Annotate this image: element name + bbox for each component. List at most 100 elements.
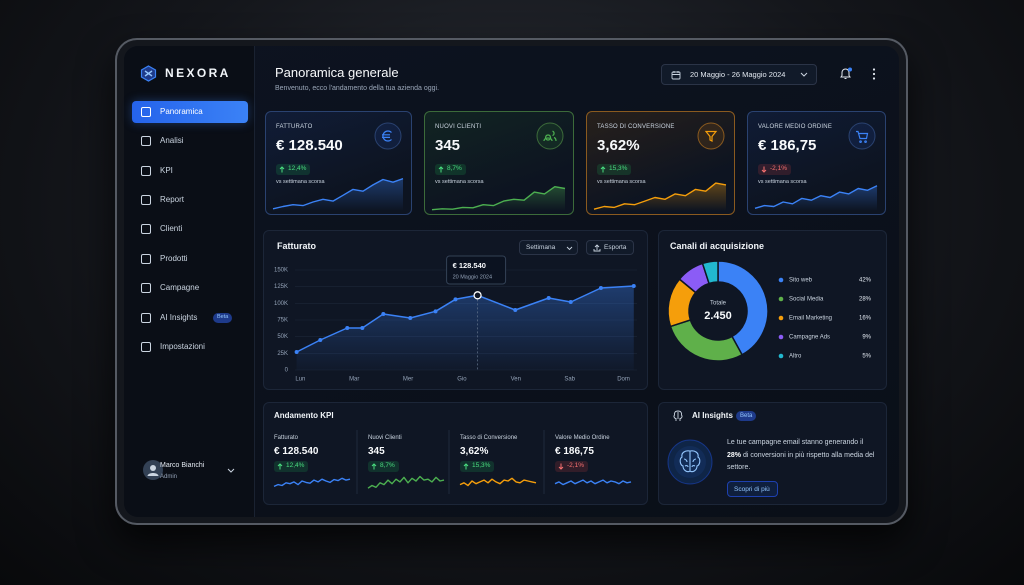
change-arrow bbox=[279, 166, 285, 173]
nav-item[interactable]: Prodotti bbox=[132, 248, 248, 270]
donut-segment bbox=[701, 260, 719, 285]
kpi-trends-title: Andamento KPI bbox=[274, 411, 334, 420]
kpi-value: 345 bbox=[435, 137, 461, 154]
change-value: 15,3% bbox=[609, 165, 628, 173]
point bbox=[568, 300, 573, 304]
logo-icon bbox=[140, 65, 157, 82]
nav-item[interactable]: Impostazioni bbox=[132, 336, 248, 358]
date-picker[interactable]: 20 Maggio - 26 Maggio 2024 bbox=[661, 64, 817, 85]
more-menu[interactable] bbox=[870, 67, 878, 81]
sidebar bbox=[124, 46, 255, 517]
legend-label: Email Marketing bbox=[789, 316, 832, 322]
nav-item[interactable]: Report bbox=[132, 189, 248, 211]
y-tick-label: 25K bbox=[277, 351, 288, 357]
trend-label: Fatturato bbox=[274, 435, 299, 441]
kpi-note: vs settimana scorsa bbox=[758, 179, 807, 185]
revenue-title: Fatturato bbox=[277, 241, 316, 251]
x-tick-label: Sab bbox=[564, 377, 575, 383]
x-tick-label: Ven bbox=[511, 377, 521, 383]
arrow bbox=[600, 166, 606, 173]
change-pill: 12,4% bbox=[274, 461, 309, 472]
legend-value: 28% bbox=[859, 297, 872, 303]
sparkline bbox=[593, 182, 727, 210]
change-value: 12,4% bbox=[288, 165, 307, 173]
arrow bbox=[371, 463, 377, 470]
x-tick-label: Lun bbox=[295, 377, 305, 383]
legend-label: Campagne Ads bbox=[789, 335, 830, 341]
change-value: -2,1% bbox=[770, 165, 787, 173]
highlight-point bbox=[473, 291, 482, 300]
x-tick-label: Gio bbox=[457, 377, 467, 383]
point bbox=[318, 338, 323, 342]
ai-text-after: di conversioni in più rispetto alla medi… bbox=[727, 451, 875, 472]
change-pill: 8,7% bbox=[435, 164, 466, 175]
arrow bbox=[463, 463, 469, 470]
change-value: -2,1% bbox=[567, 462, 584, 470]
nav-item[interactable]: Analisi bbox=[132, 130, 248, 152]
legend-value: 16% bbox=[859, 316, 872, 322]
calendar-icon bbox=[671, 71, 681, 80]
avatar-icon bbox=[147, 465, 159, 476]
nav-icon bbox=[141, 313, 151, 323]
kpi-trends-panel bbox=[263, 402, 648, 505]
nav-item[interactable]: Panoramica bbox=[132, 101, 248, 123]
nav-item[interactable]: AI Insights Beta bbox=[132, 307, 248, 329]
arrow bbox=[279, 166, 285, 173]
channels-panel bbox=[658, 230, 887, 390]
change-arrow bbox=[463, 463, 469, 470]
nav-item[interactable]: KPI bbox=[132, 160, 248, 182]
change-pill: 12,4% bbox=[276, 164, 311, 175]
line-area bbox=[296, 286, 634, 370]
nav-item[interactable]: Campagne bbox=[132, 277, 248, 299]
y-tick-label: 0 bbox=[285, 368, 289, 374]
legend-value: 9% bbox=[862, 335, 871, 341]
sparkline bbox=[554, 479, 632, 486]
kpi-label: FATTURATO bbox=[276, 124, 313, 130]
nav-label: Clienti bbox=[160, 224, 183, 233]
nav-icon bbox=[141, 195, 151, 205]
donut-center-value: 2.450 bbox=[704, 310, 732, 322]
kpi-note: vs settimana scorsa bbox=[435, 179, 484, 185]
page-subtitle: Benvenuto, ecco l'andamento della tua az… bbox=[275, 85, 440, 92]
legend-dot bbox=[778, 353, 784, 359]
nav-icon bbox=[141, 166, 151, 176]
notification-bell[interactable] bbox=[838, 66, 854, 82]
kpi-note: vs settimana scorsa bbox=[276, 179, 325, 185]
trend-label: Nuovi Clienti bbox=[368, 435, 402, 441]
trend-value: € 186,75 bbox=[555, 446, 594, 457]
trend-label: Tasso di Conversione bbox=[460, 435, 518, 441]
ai-title: AI Insights bbox=[692, 411, 733, 420]
donut-segment bbox=[717, 260, 769, 356]
user-chevron[interactable] bbox=[227, 468, 235, 474]
legend-label: Social Media bbox=[789, 297, 824, 303]
kpi-icon bbox=[856, 130, 869, 143]
tooltip-date: 20 Maggio 2024 bbox=[453, 274, 492, 280]
point bbox=[546, 296, 551, 300]
ai-button[interactable]: Scopri di più bbox=[727, 481, 778, 497]
tooltip bbox=[446, 255, 507, 285]
change-pill: 15,3% bbox=[460, 461, 495, 472]
point bbox=[360, 326, 365, 330]
nav-label: Campagne bbox=[160, 283, 200, 292]
change-arrow bbox=[600, 166, 606, 173]
nav-badge: Beta bbox=[213, 313, 233, 323]
kpi-label: VALORE MEDIO ORDINE bbox=[758, 124, 833, 130]
point bbox=[598, 286, 603, 290]
kpi-value: € 128.540 bbox=[276, 137, 343, 154]
change-arrow bbox=[761, 166, 767, 173]
y-tick-label: 50K bbox=[277, 334, 288, 340]
arrow bbox=[438, 166, 444, 173]
avatar bbox=[143, 460, 163, 480]
point bbox=[453, 297, 458, 302]
x-tick-label: Dom bbox=[617, 377, 630, 383]
y-tick-label: 125K bbox=[274, 284, 288, 290]
nav-icon bbox=[141, 283, 151, 293]
export-button[interactable]: Esporta bbox=[586, 240, 634, 255]
y-tick-label: 150K bbox=[274, 268, 288, 274]
nav-item[interactable]: Clienti bbox=[132, 218, 248, 240]
legend-value: 5% bbox=[862, 354, 871, 360]
trend-value: 3,62% bbox=[460, 446, 489, 457]
sparkline bbox=[459, 477, 537, 487]
period-select[interactable]: Settimana bbox=[519, 240, 578, 255]
